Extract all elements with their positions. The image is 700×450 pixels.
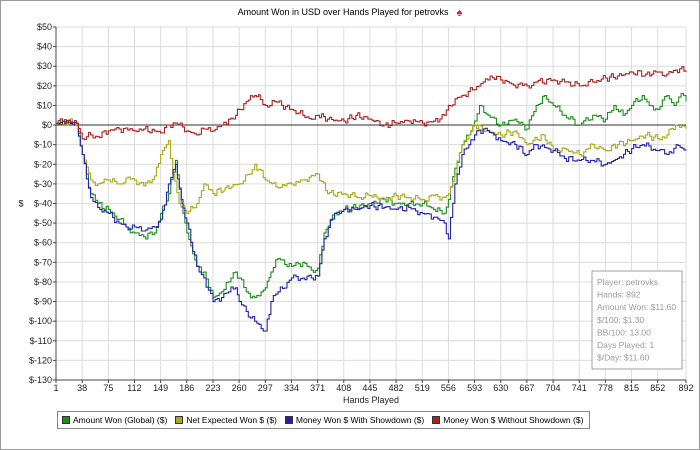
legend-swatch xyxy=(284,416,293,424)
chart-title: Amount Won in USD over Hands Played for … xyxy=(0,7,700,19)
x-tick-label: 519 xyxy=(415,383,430,393)
legend-item: Amount Won (Global) ($) xyxy=(62,415,167,425)
stats-line: $/Day: $11.60 xyxy=(597,353,650,363)
y-tick-label: $-20 xyxy=(34,159,52,169)
x-tick-label: 75 xyxy=(103,383,113,393)
x-tick-label: 186 xyxy=(179,383,194,393)
x-tick-label: 149 xyxy=(153,383,168,393)
legend-label: Money Won $ Without Showdown ($) xyxy=(443,415,584,425)
y-tick-label: $10 xyxy=(37,100,52,110)
x-tick-label: 482 xyxy=(389,383,404,393)
stats-line: $/100: $1.30 xyxy=(597,315,645,325)
y-tick-label: $-80 xyxy=(34,277,52,287)
y-tick-label: $-60 xyxy=(34,238,52,248)
x-tick-label: 260 xyxy=(232,383,247,393)
x-tick-label: 1 xyxy=(53,383,58,393)
stats-line: Amount Won: $11.60 xyxy=(597,302,676,312)
x-tick-label: 815 xyxy=(624,383,639,393)
y-tick-label: $20 xyxy=(37,81,52,91)
player-stats-box: Player: petrovks Hands: 892 Amount Won: $1… xyxy=(591,270,683,370)
x-tick-label: 630 xyxy=(493,383,508,393)
legend-item: Money Won $ Without Showdown ($) xyxy=(432,415,583,425)
spade-logo-icon: ♠ xyxy=(456,7,463,19)
x-tick-label: 445 xyxy=(362,383,377,393)
y-tick-label: $50 xyxy=(37,22,52,32)
x-tick-label: 741 xyxy=(572,383,587,393)
stats-line: Player: petrovks xyxy=(597,277,658,287)
x-tick-label: 297 xyxy=(258,383,273,393)
x-tick-label: 892 xyxy=(678,383,693,393)
y-tick-label: $-50 xyxy=(34,218,52,228)
y-tick-label: $30 xyxy=(37,61,52,71)
legend-item: Money Won $ With Showdown ($) xyxy=(284,415,425,425)
y-axis-title: $ xyxy=(18,199,23,209)
x-tick-label: 852 xyxy=(650,383,665,393)
y-tick-label: $-110 xyxy=(30,336,52,346)
x-tick-label: 371 xyxy=(310,383,325,393)
legend-label: Amount Won (Global) ($) xyxy=(73,415,168,425)
y-tick-label: $-100 xyxy=(29,316,52,326)
y-tick-label: $-70 xyxy=(34,257,52,267)
stats-box-frame xyxy=(591,270,683,370)
y-tick-label: $-30 xyxy=(34,179,52,189)
y-tick-label: $-90 xyxy=(34,297,52,307)
legend-item: Net Expected Won $ ($) xyxy=(175,415,277,425)
x-tick-label: 38 xyxy=(77,383,87,393)
legend-swatch xyxy=(175,416,184,424)
x-tick-label: 112 xyxy=(127,383,141,393)
x-tick-label: 408 xyxy=(336,383,351,393)
x-tick-label: 556 xyxy=(441,383,456,393)
legend-label: Net Expected Won $ ($) xyxy=(186,415,277,425)
series-line-4 xyxy=(56,66,687,141)
legend-swatch xyxy=(432,416,441,424)
x-tick-label: 593 xyxy=(467,383,482,393)
x-tick-label: 334 xyxy=(284,383,299,393)
y-tick-label: $-120 xyxy=(29,355,52,365)
legend-label: Money Won $ With Showdown ($) xyxy=(295,415,425,425)
x-tick-label: 704 xyxy=(546,383,561,393)
y-tick-label: $-10 xyxy=(34,140,52,150)
series-line-2 xyxy=(56,118,687,214)
y-tick-label: $40 xyxy=(37,42,52,52)
x-tick-label: 667 xyxy=(519,383,534,393)
series-layer xyxy=(56,66,687,332)
y-tick-label: $0 xyxy=(42,120,52,130)
axes: $50 $40 $30 $20 $10 $0 $-10 $-20 $-30 $-40 $-50 $-6… xyxy=(18,22,693,405)
series-line-3 xyxy=(56,119,687,332)
y-tick-label: $-40 xyxy=(34,199,52,209)
y-tick-label: $-130 xyxy=(29,375,52,385)
chart-title-text: Amount Won in USD over Hands Played for … xyxy=(237,7,449,17)
stats-line: BB/100: 13.00 xyxy=(597,327,651,337)
stats-line: Hands: 892 xyxy=(597,290,641,300)
x-tick-label: 223 xyxy=(205,383,220,393)
legend: Amount Won (Global) ($) Net Expected Won … xyxy=(57,411,591,429)
stats-line: Days Played: 1 xyxy=(597,340,654,350)
x-tick-label: 778 xyxy=(598,383,613,393)
legend-swatch xyxy=(62,416,70,424)
x-axis-title: Hands Played xyxy=(343,395,399,405)
